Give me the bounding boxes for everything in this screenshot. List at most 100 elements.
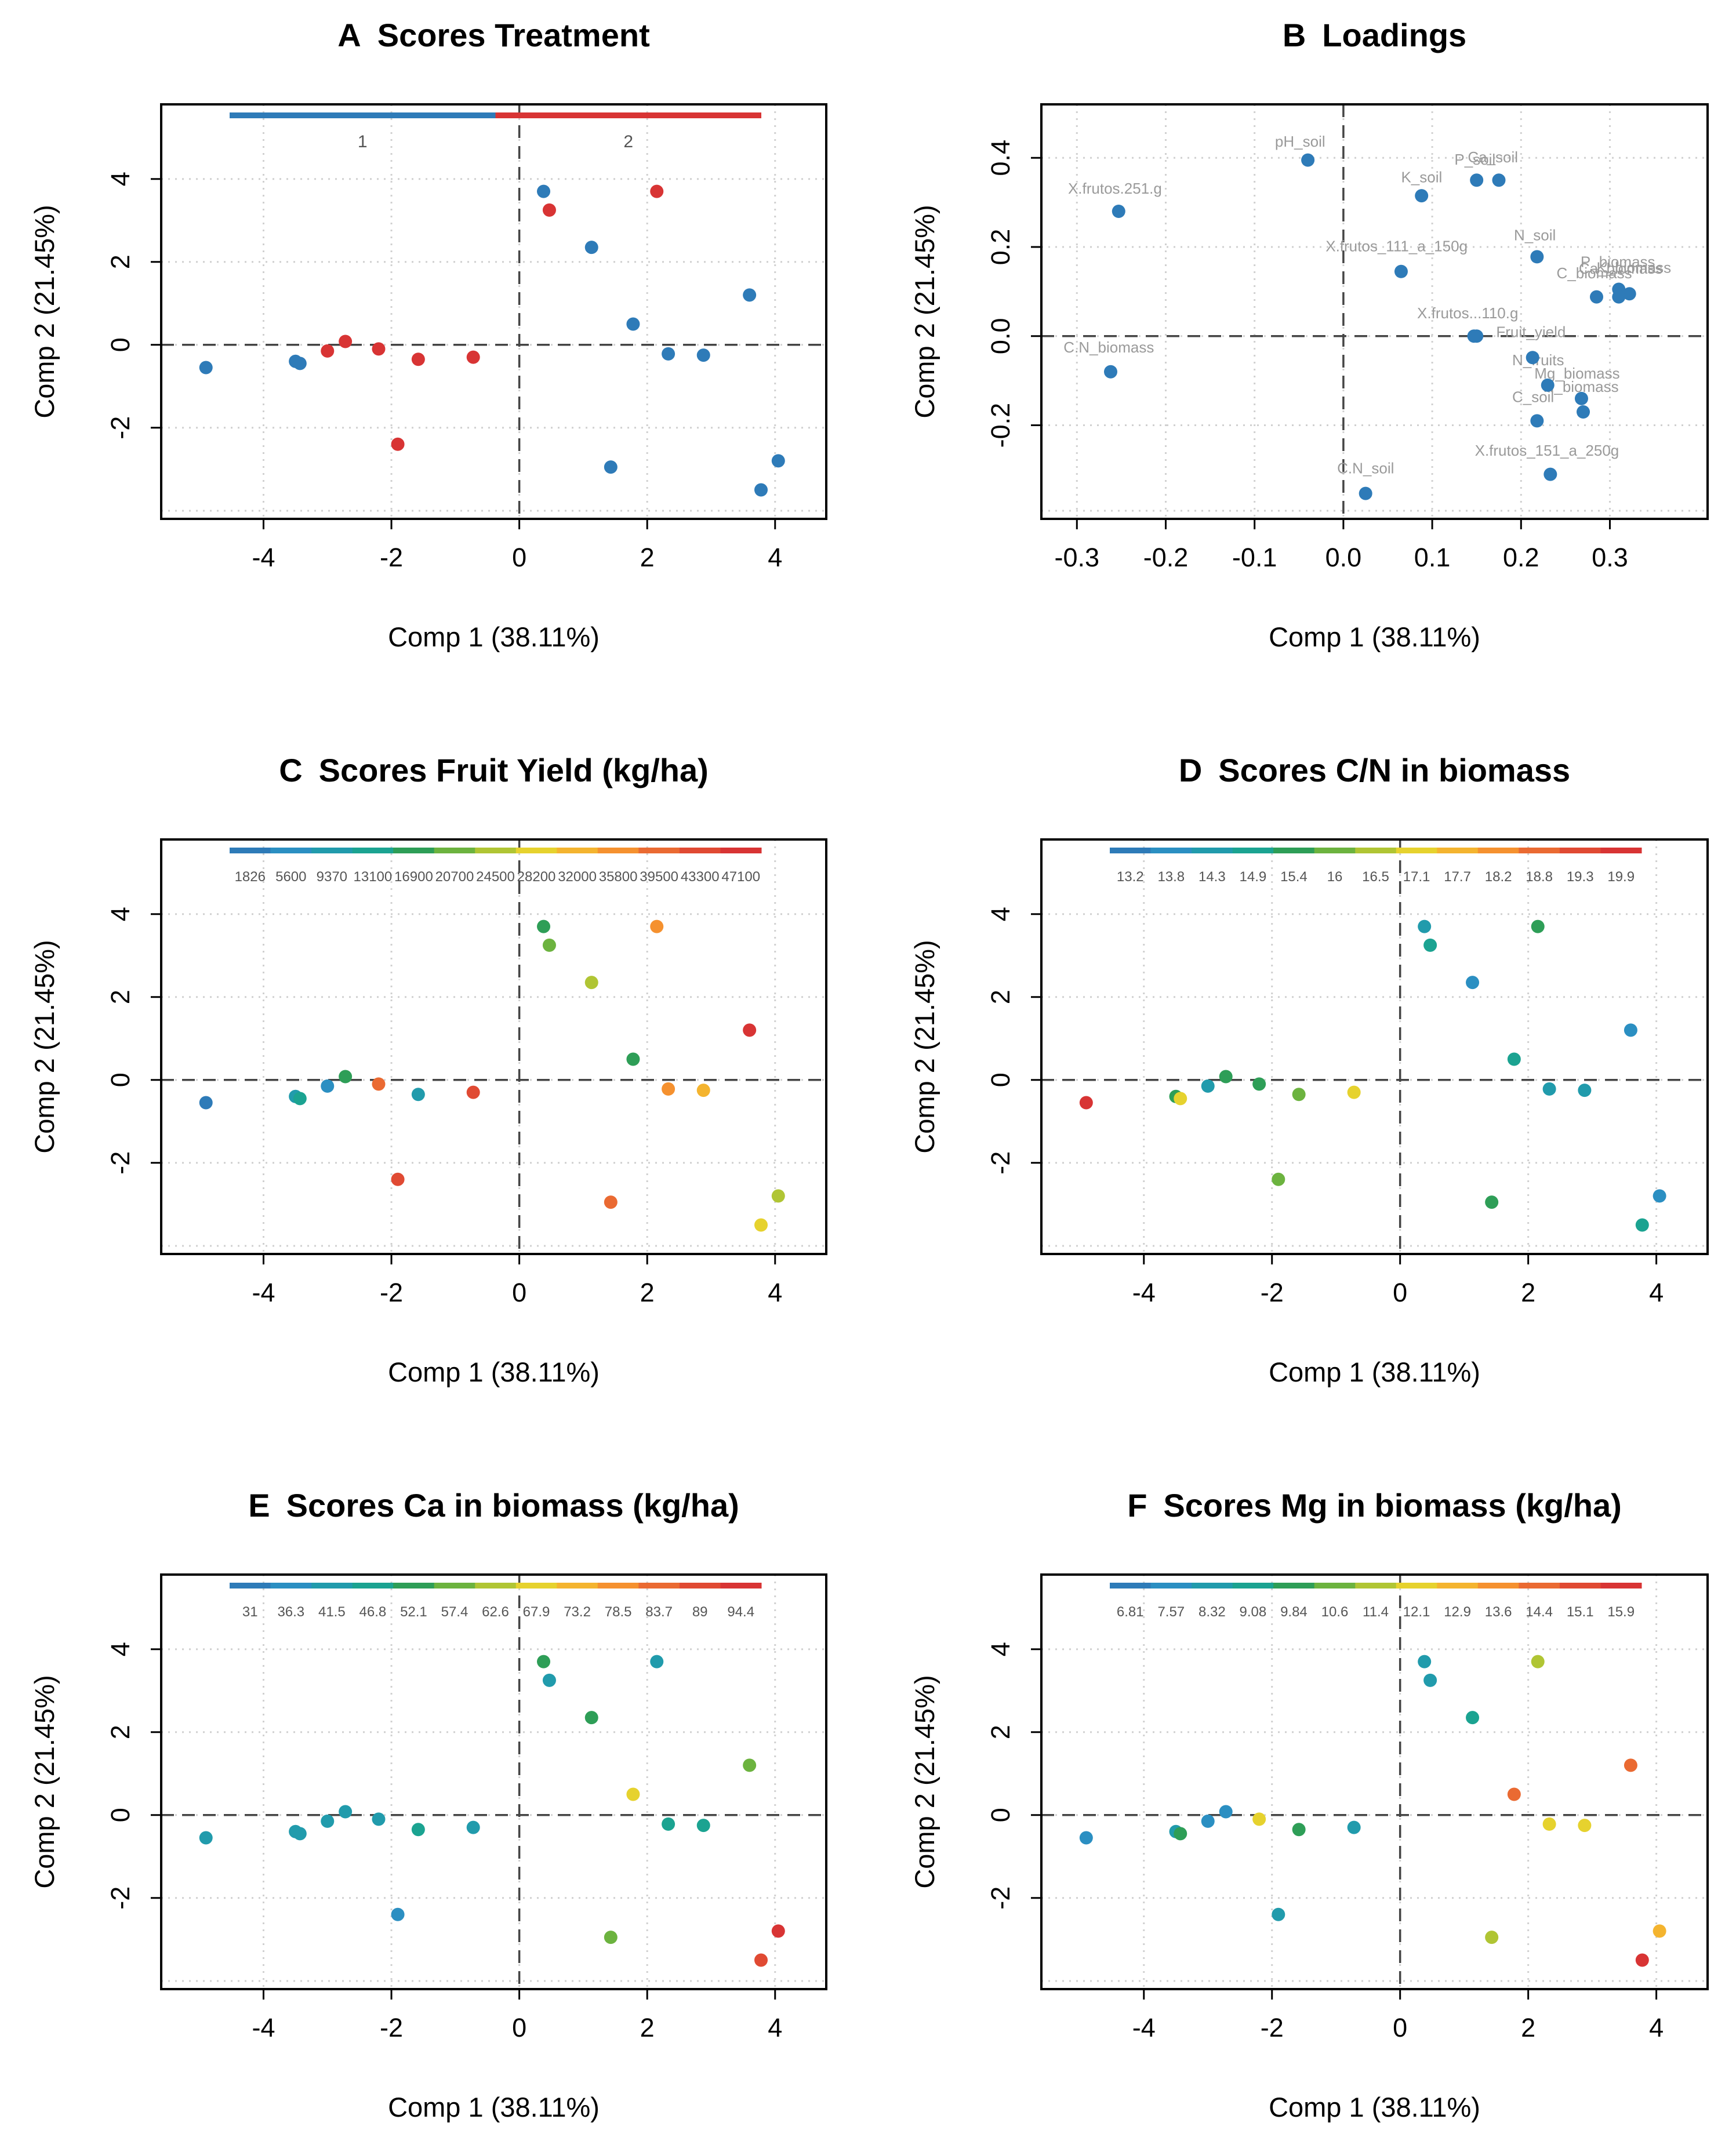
legend-swatch bbox=[1355, 1583, 1397, 1589]
x-tick-label: 4 bbox=[1649, 1278, 1664, 1307]
loading-label: Ca_biomass bbox=[1579, 260, 1663, 277]
legend-label: 52.1 bbox=[400, 1604, 427, 1620]
legend-label: 13.8 bbox=[1157, 869, 1185, 885]
legend-swatch bbox=[1396, 1583, 1437, 1589]
data-point bbox=[293, 1827, 307, 1841]
data-point bbox=[754, 483, 768, 497]
data-point bbox=[1347, 1820, 1361, 1834]
x-axis-label: Comp 1 (38.11%) bbox=[1269, 1357, 1480, 1387]
legend-label: 14.3 bbox=[1199, 869, 1226, 885]
data-point bbox=[372, 342, 386, 356]
legend-swatch bbox=[1477, 1583, 1519, 1589]
data-point bbox=[1470, 329, 1484, 343]
data-point bbox=[754, 1953, 768, 1967]
data-point bbox=[696, 1084, 710, 1097]
data-point bbox=[1492, 173, 1506, 187]
y-tick-label: 2 bbox=[986, 990, 1015, 1004]
x-tick-label: 2 bbox=[640, 2013, 655, 2042]
data-point bbox=[293, 357, 307, 370]
data-point bbox=[537, 184, 551, 198]
legend-label: 62.6 bbox=[482, 1604, 509, 1620]
data-point bbox=[542, 1673, 556, 1687]
data-point bbox=[662, 1082, 675, 1096]
data-point bbox=[411, 352, 425, 366]
data-point bbox=[1174, 1827, 1187, 1841]
legend-swatch bbox=[1600, 1583, 1642, 1589]
data-point bbox=[1103, 365, 1117, 379]
y-axis-label: Comp 2 (21.45%) bbox=[29, 205, 60, 418]
x-tick-label: -2 bbox=[380, 1278, 403, 1307]
data-point bbox=[1531, 1655, 1545, 1669]
loading-label: P_soil bbox=[1454, 151, 1495, 168]
x-tick-label: -2 bbox=[1261, 1278, 1284, 1307]
data-point bbox=[339, 1805, 353, 1819]
legend-swatch bbox=[557, 1583, 598, 1589]
x-tick-label: -0.2 bbox=[1143, 543, 1189, 572]
x-tick-label: 4 bbox=[1649, 2013, 1664, 2042]
legend-label: 10.6 bbox=[1321, 1604, 1349, 1620]
data-point bbox=[1531, 919, 1545, 933]
panel-letter: B bbox=[1283, 17, 1306, 53]
panel-title: D Scores C/N in biomass bbox=[1179, 752, 1570, 788]
legend-swatch bbox=[1110, 1583, 1152, 1589]
data-point bbox=[771, 454, 785, 468]
data-point bbox=[339, 335, 353, 348]
data-point bbox=[626, 1787, 640, 1801]
y-tick-label: 0 bbox=[986, 1808, 1015, 1822]
y-tick-label: -2 bbox=[106, 1151, 135, 1175]
x-tick-label: -2 bbox=[1261, 2013, 1284, 2042]
x-tick-label: -0.1 bbox=[1232, 543, 1277, 572]
panel-title-text: Scores Ca in biomass (kg/ha) bbox=[286, 1487, 739, 1524]
y-tick-label: 2 bbox=[986, 1725, 1015, 1739]
data-point bbox=[1624, 1758, 1637, 1772]
data-point bbox=[542, 203, 556, 217]
legend-label: 16.5 bbox=[1362, 869, 1389, 885]
data-point bbox=[542, 938, 556, 952]
x-tick-label: 0.1 bbox=[1414, 543, 1451, 572]
loading-label: C.N_biomass bbox=[1063, 339, 1154, 356]
data-point bbox=[662, 1817, 675, 1831]
loading-label: Fruit_yield bbox=[1496, 323, 1566, 340]
data-point bbox=[1219, 1070, 1233, 1084]
x-tick-label: -4 bbox=[252, 1278, 275, 1307]
legend-swatch bbox=[515, 1583, 557, 1589]
legend-swatch bbox=[1232, 1583, 1274, 1589]
data-point bbox=[199, 361, 213, 375]
y-tick-label: 0 bbox=[106, 1808, 135, 1822]
data-point bbox=[1415, 189, 1429, 203]
legend-label: 36.3 bbox=[277, 1604, 304, 1620]
data-point bbox=[743, 1758, 757, 1772]
panel-a: A Scores Treatment -4 -2 0 2 4 -2 0 2 4 Comp 1 (38.… bbox=[29, 17, 827, 652]
y-tick-label: -0.2 bbox=[986, 403, 1015, 448]
legend-label: 15.1 bbox=[1567, 1604, 1594, 1620]
data-point bbox=[1292, 1823, 1306, 1837]
legend-label: 89 bbox=[692, 1604, 708, 1620]
x-tick-label: 2 bbox=[1521, 2013, 1535, 2042]
panel-letter: A bbox=[337, 17, 361, 53]
legend-label: 41.5 bbox=[318, 1604, 346, 1620]
data-point bbox=[466, 350, 480, 364]
x-tick-label: -0.3 bbox=[1055, 543, 1100, 572]
data-point bbox=[604, 1195, 618, 1209]
data-point bbox=[584, 1711, 598, 1725]
data-point bbox=[1423, 938, 1437, 952]
x-tick-label: 2 bbox=[640, 1278, 655, 1307]
y-axis-label: Comp 2 (21.45%) bbox=[29, 1675, 60, 1888]
legend-label: 39500 bbox=[640, 869, 678, 885]
data-point bbox=[321, 1079, 335, 1093]
data-point bbox=[650, 919, 664, 933]
y-tick-label: 0.4 bbox=[986, 140, 1015, 176]
legend-swatch bbox=[1519, 1583, 1560, 1589]
data-point bbox=[1219, 1805, 1233, 1819]
data-point bbox=[1541, 378, 1555, 392]
legend-label: 13100 bbox=[354, 869, 393, 885]
data-point bbox=[1635, 1218, 1649, 1232]
panel-title-text: Scores Treatment bbox=[377, 17, 650, 53]
panel-title: C Scores Fruit Yield (kg/ha) bbox=[279, 752, 709, 788]
panel-letter: F bbox=[1127, 1487, 1147, 1524]
legend-swatch bbox=[1437, 848, 1479, 853]
data-point bbox=[1622, 287, 1636, 301]
legend-swatch bbox=[230, 848, 271, 853]
data-point bbox=[1612, 290, 1626, 304]
legend-swatch bbox=[720, 848, 762, 853]
